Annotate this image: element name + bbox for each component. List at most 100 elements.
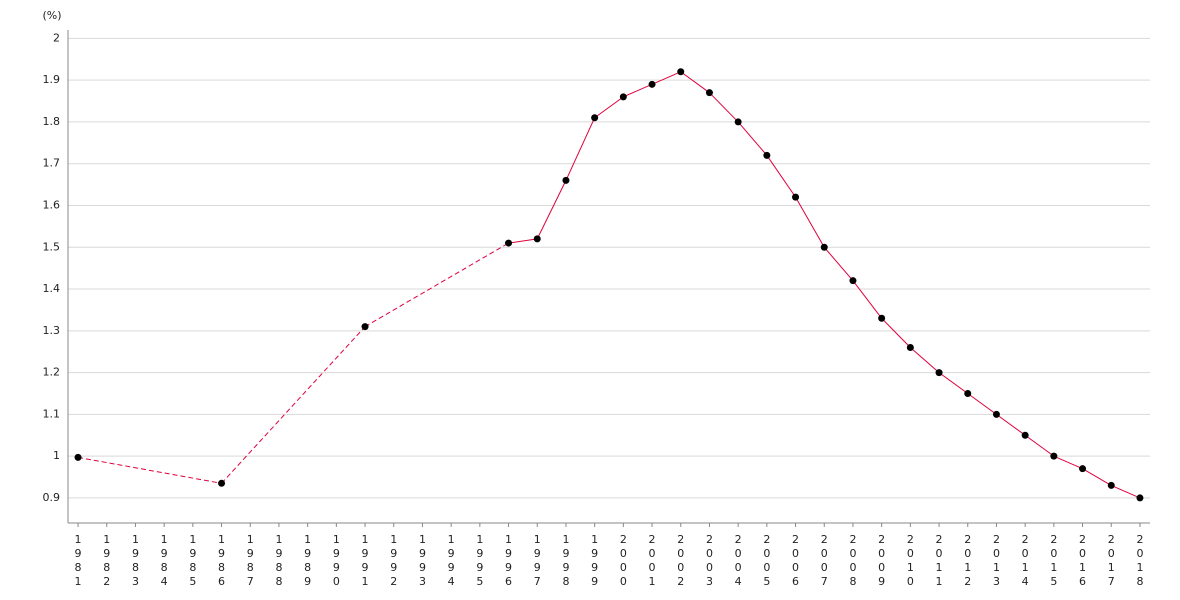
x-tick-label xt: 2012 [961,533,974,589]
point [619,93,627,101]
line-segment [1082,468,1112,486]
x-tick-label xt: 2016 [1076,533,1089,589]
point [763,151,771,159]
line-segment [536,180,567,240]
y-tick-label: 1.8 [43,115,61,128]
point [74,453,82,461]
x-tick-label xt: 2005 [760,533,773,589]
y-tick-label: 1.9 [43,73,61,86]
x-tick-label xt: 2006 [789,533,802,589]
line-segment [594,96,624,119]
point [533,235,541,243]
point [992,410,1000,418]
point [878,314,886,322]
line-segment [938,372,969,394]
x-tick-label xt: 1989 [301,533,314,589]
y-tick-label: 1.1 [43,407,61,420]
point [1021,431,1029,439]
x-tick-label xt: 1986 [215,533,228,589]
x-tick-label xt: 1987 [244,533,257,589]
line-segment [77,456,222,484]
point [906,344,914,352]
line-segment [737,121,768,156]
x-tick-label xt: 1996 [502,533,515,589]
x-tick-label xt: 1995 [473,533,486,589]
line-segment [1053,455,1083,470]
line-segment [795,196,825,248]
x-tick-label xt: 1997 [531,533,544,589]
line-segment [364,242,509,328]
x-tick-label xt: 1988 [272,533,285,589]
x-tick-label xt: 2017 [1105,533,1118,589]
point [964,389,972,397]
line-segment [1024,434,1055,457]
point [792,193,800,201]
x-tick-label xt: 2014 [1019,533,1032,589]
line-segment [910,347,940,373]
point [218,479,226,487]
line-segment [1111,484,1141,499]
point [505,239,513,247]
x-tick-label xt: 2011 [933,533,946,589]
x-tick-label xt: 1984 [158,533,171,589]
point [1050,452,1058,460]
line-segment [680,71,710,94]
line-segment [508,238,538,244]
x-tick-label xt: 2010 [904,533,917,589]
line-segment [651,71,681,85]
point [849,277,857,285]
x-tick-label xt: 1982 [100,533,113,589]
x-tick-label xt: 1993 [416,533,429,589]
line-segment [881,317,911,348]
line-segment [823,246,854,282]
y-axis-label: (%) [42,9,61,22]
line-segment [221,326,366,484]
x-tick-label xt: 2000 [617,533,630,589]
point [591,114,599,122]
y-tick-label: 1.5 [43,240,61,253]
x-tick-label xt: 1998 [559,533,572,589]
x-tick-label xt: 1990 [330,533,343,589]
point [648,80,656,88]
x-tick-label xt: 1999 [588,533,601,589]
x-tick-label xt: 2003 [703,533,716,589]
x-tick-label xt: 1994 [445,533,458,589]
x-tick-label xt: 1981 [72,533,85,589]
x-tick-label xt: 1991 [359,533,372,589]
y-tick-label: 1 [53,449,60,462]
line-segment [852,280,883,319]
line-segment [967,393,997,415]
point [562,176,570,184]
point [677,68,685,76]
y-tick-label: 1.2 [43,366,61,379]
y-tick-label: 1.6 [43,198,61,211]
point [1136,494,1144,502]
x-tick-label xt: 1983 [129,533,142,589]
x-tick-label xt: 2009 [875,533,888,589]
point [705,89,713,97]
x-tick-label xt: 2015 [1047,533,1060,589]
point [935,369,943,377]
y-tick-label: 1.7 [43,157,61,170]
x-tick-label xt: 2007 [818,533,831,589]
point [361,323,369,331]
y-tick-label: 1.4 [43,282,61,295]
line-segment [766,155,796,198]
x-tick-label xt: 2008 [846,533,859,589]
x-tick-label xt: 2002 [674,533,687,589]
line-segment [709,92,739,123]
x-tick-label xt: 2001 [646,533,659,589]
line-segment [623,83,653,98]
y-tick-label: 1.3 [43,324,61,337]
point [1107,481,1115,489]
x-tick-label xt: 2018 [1133,533,1146,589]
line-segment [565,117,596,181]
point [734,118,742,126]
line-segment [996,413,1026,436]
x-tick-label xt: 2004 [732,533,745,589]
y-tick-label: 2 [53,31,60,44]
y-tick-label: 0.9 [43,491,61,504]
point [1079,465,1087,473]
x-tick-label xt: 1985 [186,533,199,589]
